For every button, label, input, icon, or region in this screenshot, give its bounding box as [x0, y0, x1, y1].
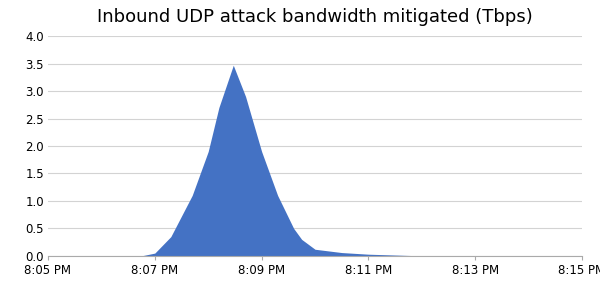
Title: Inbound UDP attack bandwidth mitigated (Tbps): Inbound UDP attack bandwidth mitigated (… — [97, 8, 533, 26]
